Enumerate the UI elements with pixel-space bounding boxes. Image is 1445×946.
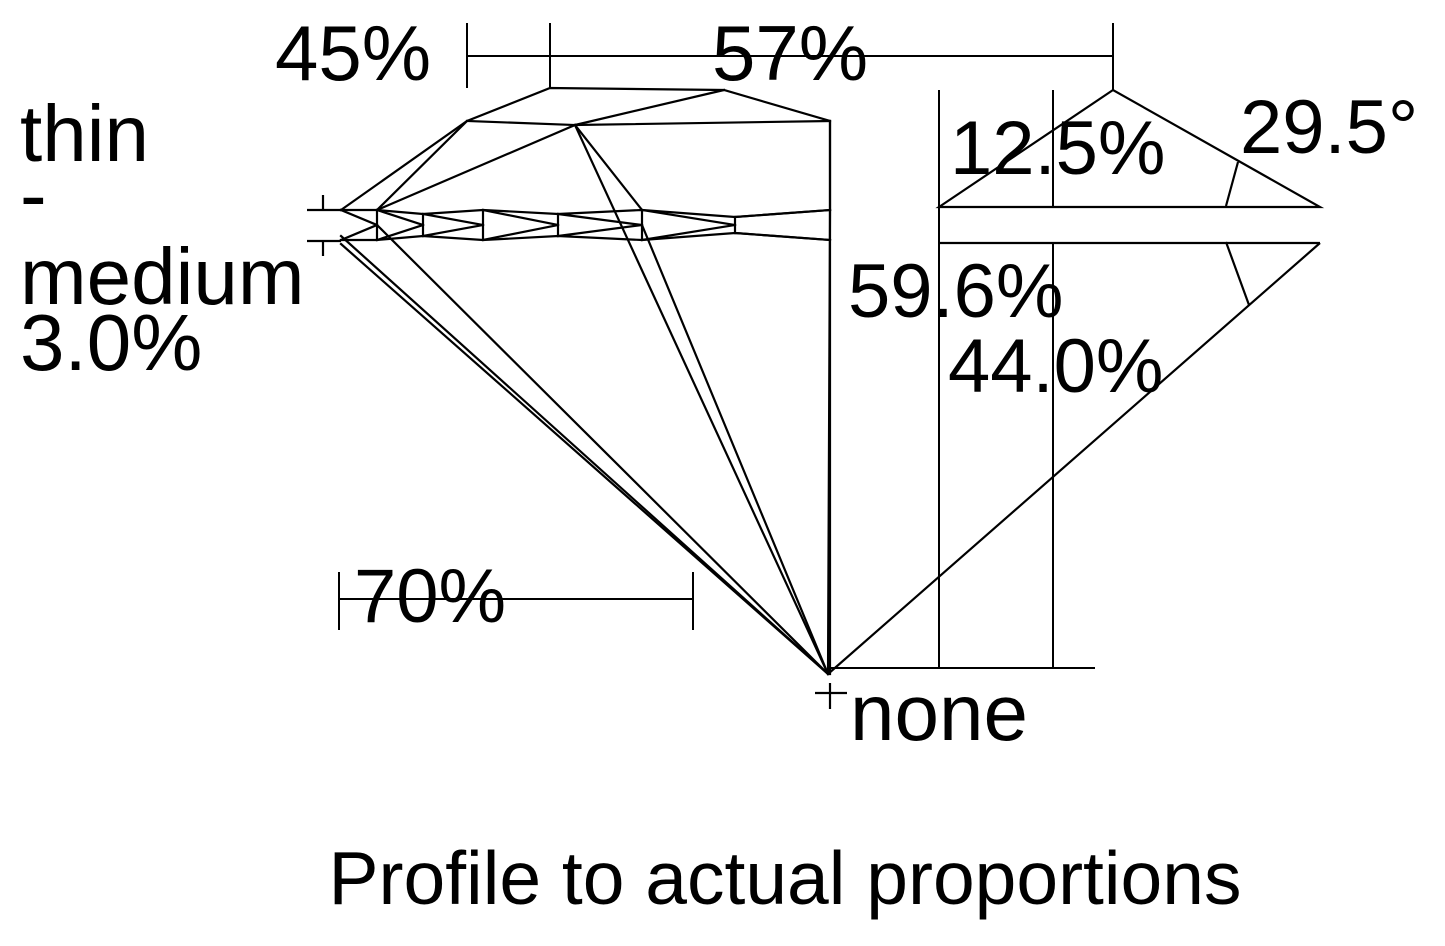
svg-text:44.0%: 44.0% xyxy=(948,324,1164,409)
svg-text:59.6%: 59.6% xyxy=(848,249,1064,334)
svg-text:3.0%: 3.0% xyxy=(20,298,202,387)
svg-text:29.5°: 29.5° xyxy=(1240,85,1418,170)
svg-text:57%: 57% xyxy=(712,9,868,97)
svg-text:Profile to actual proportions: Profile to actual proportions xyxy=(328,836,1241,920)
svg-text:-: - xyxy=(20,150,47,239)
svg-text:none: none xyxy=(850,668,1028,757)
svg-text:45%: 45% xyxy=(275,9,431,97)
svg-text:70%: 70% xyxy=(354,554,506,639)
